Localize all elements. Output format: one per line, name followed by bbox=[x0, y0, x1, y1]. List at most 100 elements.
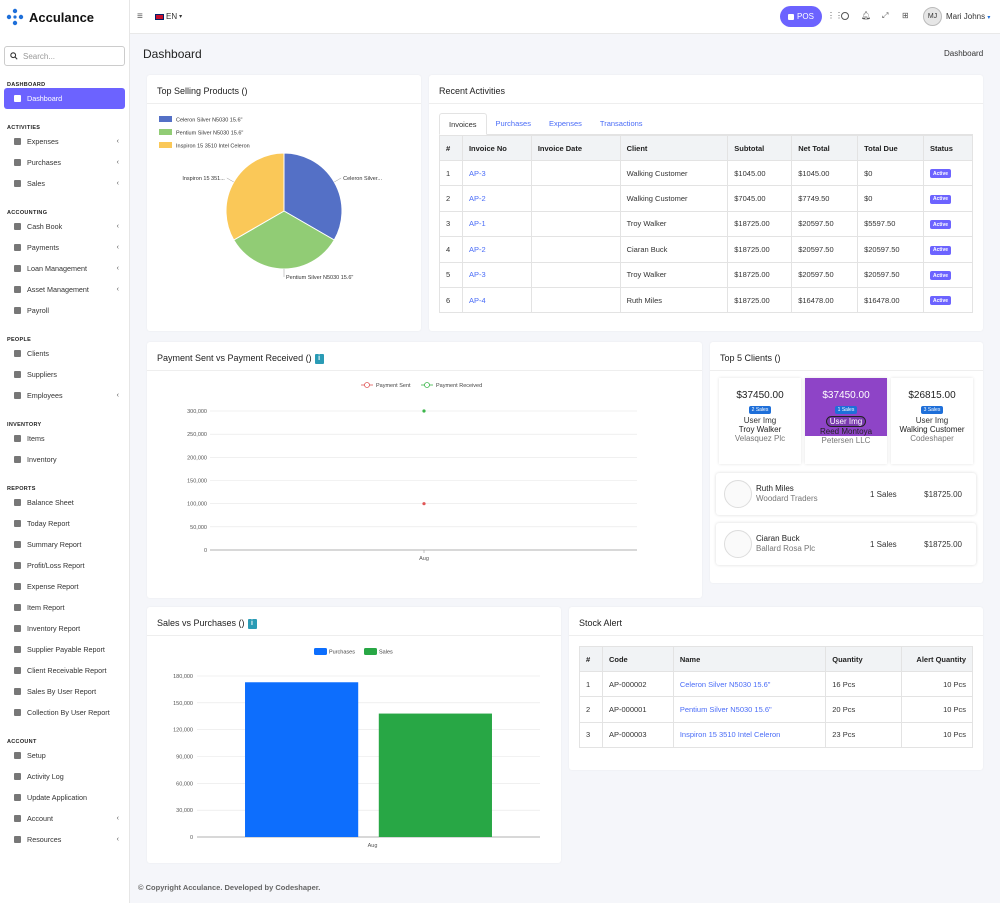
client-row[interactable]: Ruth Miles Woodard Traders 1 Sales $18725.0… bbox=[716, 473, 976, 515]
sidebar-item-collection-by-user-report[interactable]: Collection By User Report bbox=[0, 702, 129, 723]
product-link[interactable]: Pentium Silver N5030 15.6" bbox=[679, 705, 772, 715]
invoice-link[interactable]: AP-2 bbox=[468, 194, 486, 204]
client-image: User Img bbox=[743, 416, 777, 425]
bell-icon[interactable]: 🔔︎ bbox=[861, 11, 872, 20]
sidebar-item-inventory[interactable]: Inventory bbox=[0, 449, 129, 470]
table-cell[interactable]: AP-3 bbox=[461, 159, 532, 187]
pos-button[interactable]: POS bbox=[780, 6, 822, 27]
fullscreen-icon[interactable]: ⤢ bbox=[882, 11, 889, 20]
sidebar-item-update-application[interactable]: Update Application bbox=[0, 787, 129, 808]
table-row[interactable]: 3 AP-000003 Inspiron 15 3510 Intel Celeron… bbox=[579, 721, 973, 749]
sidebar-item-employees[interactable]: Employees ‹ bbox=[0, 385, 129, 406]
data-point[interactable] bbox=[422, 502, 426, 506]
sidebar-item-expenses[interactable]: Expenses ‹ bbox=[0, 131, 129, 152]
info-icon[interactable]: i bbox=[247, 618, 257, 629]
sidebar-item-activity-log[interactable]: Activity Log bbox=[0, 766, 129, 787]
sidebar-item-client-receivable-report[interactable]: Client Receivable Report bbox=[0, 660, 129, 681]
sidebar-item-summary-report[interactable]: Summary Report bbox=[0, 534, 129, 555]
invoice-link[interactable]: AP-3 bbox=[468, 270, 486, 280]
tab-transactions[interactable]: Transactions bbox=[599, 119, 643, 128]
card-title: Top 5 Clients () bbox=[710, 342, 983, 371]
client-row[interactable]: Ciaran Buck Ballard Rosa Plc 1 Sales $18725… bbox=[716, 523, 976, 565]
logo-icon bbox=[6, 8, 24, 26]
table-cell: $18725.00 bbox=[727, 261, 793, 288]
sidebar-item-expense-report[interactable]: Expense Report bbox=[0, 576, 129, 597]
pie-slice[interactable] bbox=[283, 152, 343, 241]
apps-icon[interactable]: ⊞ bbox=[902, 11, 909, 20]
sidebar-item-suppliers[interactable]: Suppliers bbox=[0, 364, 129, 385]
table-row[interactable]: 3 AP-1 Troy Walker $18725.00 $20597.50 $5597.… bbox=[439, 210, 973, 238]
invoice-link[interactable]: AP-4 bbox=[468, 295, 486, 305]
product-link[interactable]: Celeron Silver N5030 15.6" bbox=[679, 679, 771, 689]
table-row[interactable]: 5 AP-3 Troy Walker $18725.00 $20597.50 $20597… bbox=[439, 261, 973, 288]
sidebar-item-today-report[interactable]: Today Report bbox=[0, 513, 129, 534]
data-point[interactable] bbox=[422, 409, 426, 413]
sidebar-item-purchases[interactable]: Purchases ‹ bbox=[0, 152, 129, 173]
user-menu[interactable]: Mari Johns ▾ bbox=[946, 12, 990, 21]
sidebar-item-items[interactable]: Items bbox=[0, 428, 129, 449]
table-cell[interactable]: Celeron Silver N5030 15.6" bbox=[672, 670, 827, 698]
sidebar-item-supplier-payable-report[interactable]: Supplier Payable Report bbox=[0, 639, 129, 660]
sidebar-item-clients[interactable]: Clients bbox=[0, 343, 129, 364]
sidebar-item-item-report[interactable]: Item Report bbox=[0, 597, 129, 618]
sidebar-item-setup[interactable]: Setup bbox=[0, 745, 129, 766]
invoice-link[interactable]: AP-2 bbox=[468, 244, 486, 254]
legend-label[interactable]: Purchases bbox=[329, 650, 355, 656]
table-cell[interactable]: AP-3 bbox=[461, 261, 532, 288]
table-cell[interactable]: Inspiron 15 3510 Intel Celeron bbox=[672, 721, 827, 749]
status-badge: Active bbox=[930, 271, 952, 280]
sidebar-search[interactable]: Search... bbox=[4, 46, 125, 66]
table-row[interactable]: 2 AP-000001 Pentium Silver N5030 15.6" 20 P… bbox=[579, 696, 973, 723]
tab-expenses[interactable]: Expenses bbox=[548, 119, 582, 128]
legend-label[interactable]: Payment Received bbox=[436, 383, 482, 389]
bar-purchases[interactable] bbox=[245, 682, 359, 837]
sidebar-item-profit-loss-report[interactable]: Profit/Loss Report bbox=[0, 555, 129, 576]
table-row[interactable]: 2 AP-2 Walking Customer $7045.00 $7749.50 $0 A… bbox=[439, 185, 973, 212]
sidebar-item-asset-management[interactable]: Asset Management ‹ bbox=[0, 279, 129, 300]
info-icon[interactable]: i bbox=[314, 353, 324, 364]
clock-icon[interactable] bbox=[841, 12, 849, 20]
legend-label[interactable]: Sales bbox=[379, 650, 393, 656]
pie-slice[interactable] bbox=[233, 210, 335, 270]
invoice-link[interactable]: AP-1 bbox=[468, 219, 486, 229]
language-selector[interactable]: EN ▾ bbox=[155, 12, 182, 21]
table-cell[interactable]: AP-2 bbox=[461, 236, 532, 263]
table-row[interactable]: 1 AP-3 Walking Customer $1045.00 $1045.00 $0 A… bbox=[439, 159, 973, 187]
sidebar-item-loan-management[interactable]: Loan Management ‹ bbox=[0, 258, 129, 279]
product-link[interactable]: Inspiron 15 3510 Intel Celeron bbox=[679, 730, 781, 740]
menu-toggle-icon[interactable]: ≡ bbox=[137, 11, 143, 22]
client-card[interactable]: $37450.00 2 Sales User Img Troy Walker Velas… bbox=[719, 378, 801, 464]
client-card[interactable]: $37450.00 1 Sales User Img Reed Montoya Pete… bbox=[805, 378, 887, 464]
legend-label[interactable]: Pentium Silver N5030 15.6" bbox=[176, 131, 243, 137]
tab-purchases[interactable]: Purchases bbox=[495, 119, 531, 128]
table-cell[interactable]: Pentium Silver N5030 15.6" bbox=[672, 696, 827, 723]
sidebar-item-payroll[interactable]: Payroll bbox=[0, 300, 129, 321]
client-card[interactable]: $26815.00 3 Sales User Img Walking Customer… bbox=[891, 378, 973, 464]
avatar[interactable]: MJ bbox=[923, 7, 942, 26]
sidebar-item-account[interactable]: Account ‹ bbox=[0, 808, 129, 829]
invoice-link[interactable]: AP-3 bbox=[468, 168, 486, 178]
table-cell[interactable]: AP-2 bbox=[461, 185, 532, 212]
sidebar-item-balance-sheet[interactable]: Balance Sheet bbox=[0, 492, 129, 513]
table-row[interactable]: 4 AP-2 Ciaran Buck $18725.00 $20597.50 $20597… bbox=[439, 236, 973, 263]
table-row[interactable]: 6 AP-4 Ruth Miles $18725.00 $16478.00 $16478.… bbox=[439, 286, 973, 314]
sidebar-item-payments[interactable]: Payments ‹ bbox=[0, 237, 129, 258]
legend-label[interactable]: Payment Sent bbox=[376, 383, 411, 389]
bar-sales[interactable] bbox=[378, 713, 492, 837]
sidebar-item-sales-by-user-report[interactable]: Sales By User Report bbox=[0, 681, 129, 702]
sidebar-item-dashboard[interactable]: Dashboard bbox=[4, 88, 125, 109]
sidebar-item-sales[interactable]: Sales ‹ bbox=[0, 173, 129, 194]
sidebar-item-resources[interactable]: Resources ‹ bbox=[0, 829, 129, 850]
table-row[interactable]: 1 AP-000002 Celeron Silver N5030 15.6" 16 P… bbox=[579, 670, 973, 698]
calculator-icon[interactable]: ⋮⋮ bbox=[827, 11, 843, 20]
legend-label[interactable]: Inspiron 15 3510 Intel Celeron bbox=[176, 144, 250, 150]
sidebar-item-inventory-report[interactable]: Inventory Report bbox=[0, 618, 129, 639]
brand[interactable]: Acculance bbox=[0, 0, 129, 34]
sidebar-item-cash-book[interactable]: Cash Book ‹ bbox=[0, 216, 129, 237]
legend-label[interactable]: Celeron Silver N5030 15.6" bbox=[176, 118, 243, 124]
breadcrumb[interactable]: Dashboard bbox=[944, 49, 984, 58]
table-cell[interactable]: AP-4 bbox=[461, 286, 532, 314]
table-cell[interactable]: AP-1 bbox=[461, 210, 532, 238]
tab-invoices[interactable]: Invoices bbox=[439, 113, 487, 135]
sidebar-section-title: ACCOUNTING bbox=[7, 210, 48, 216]
